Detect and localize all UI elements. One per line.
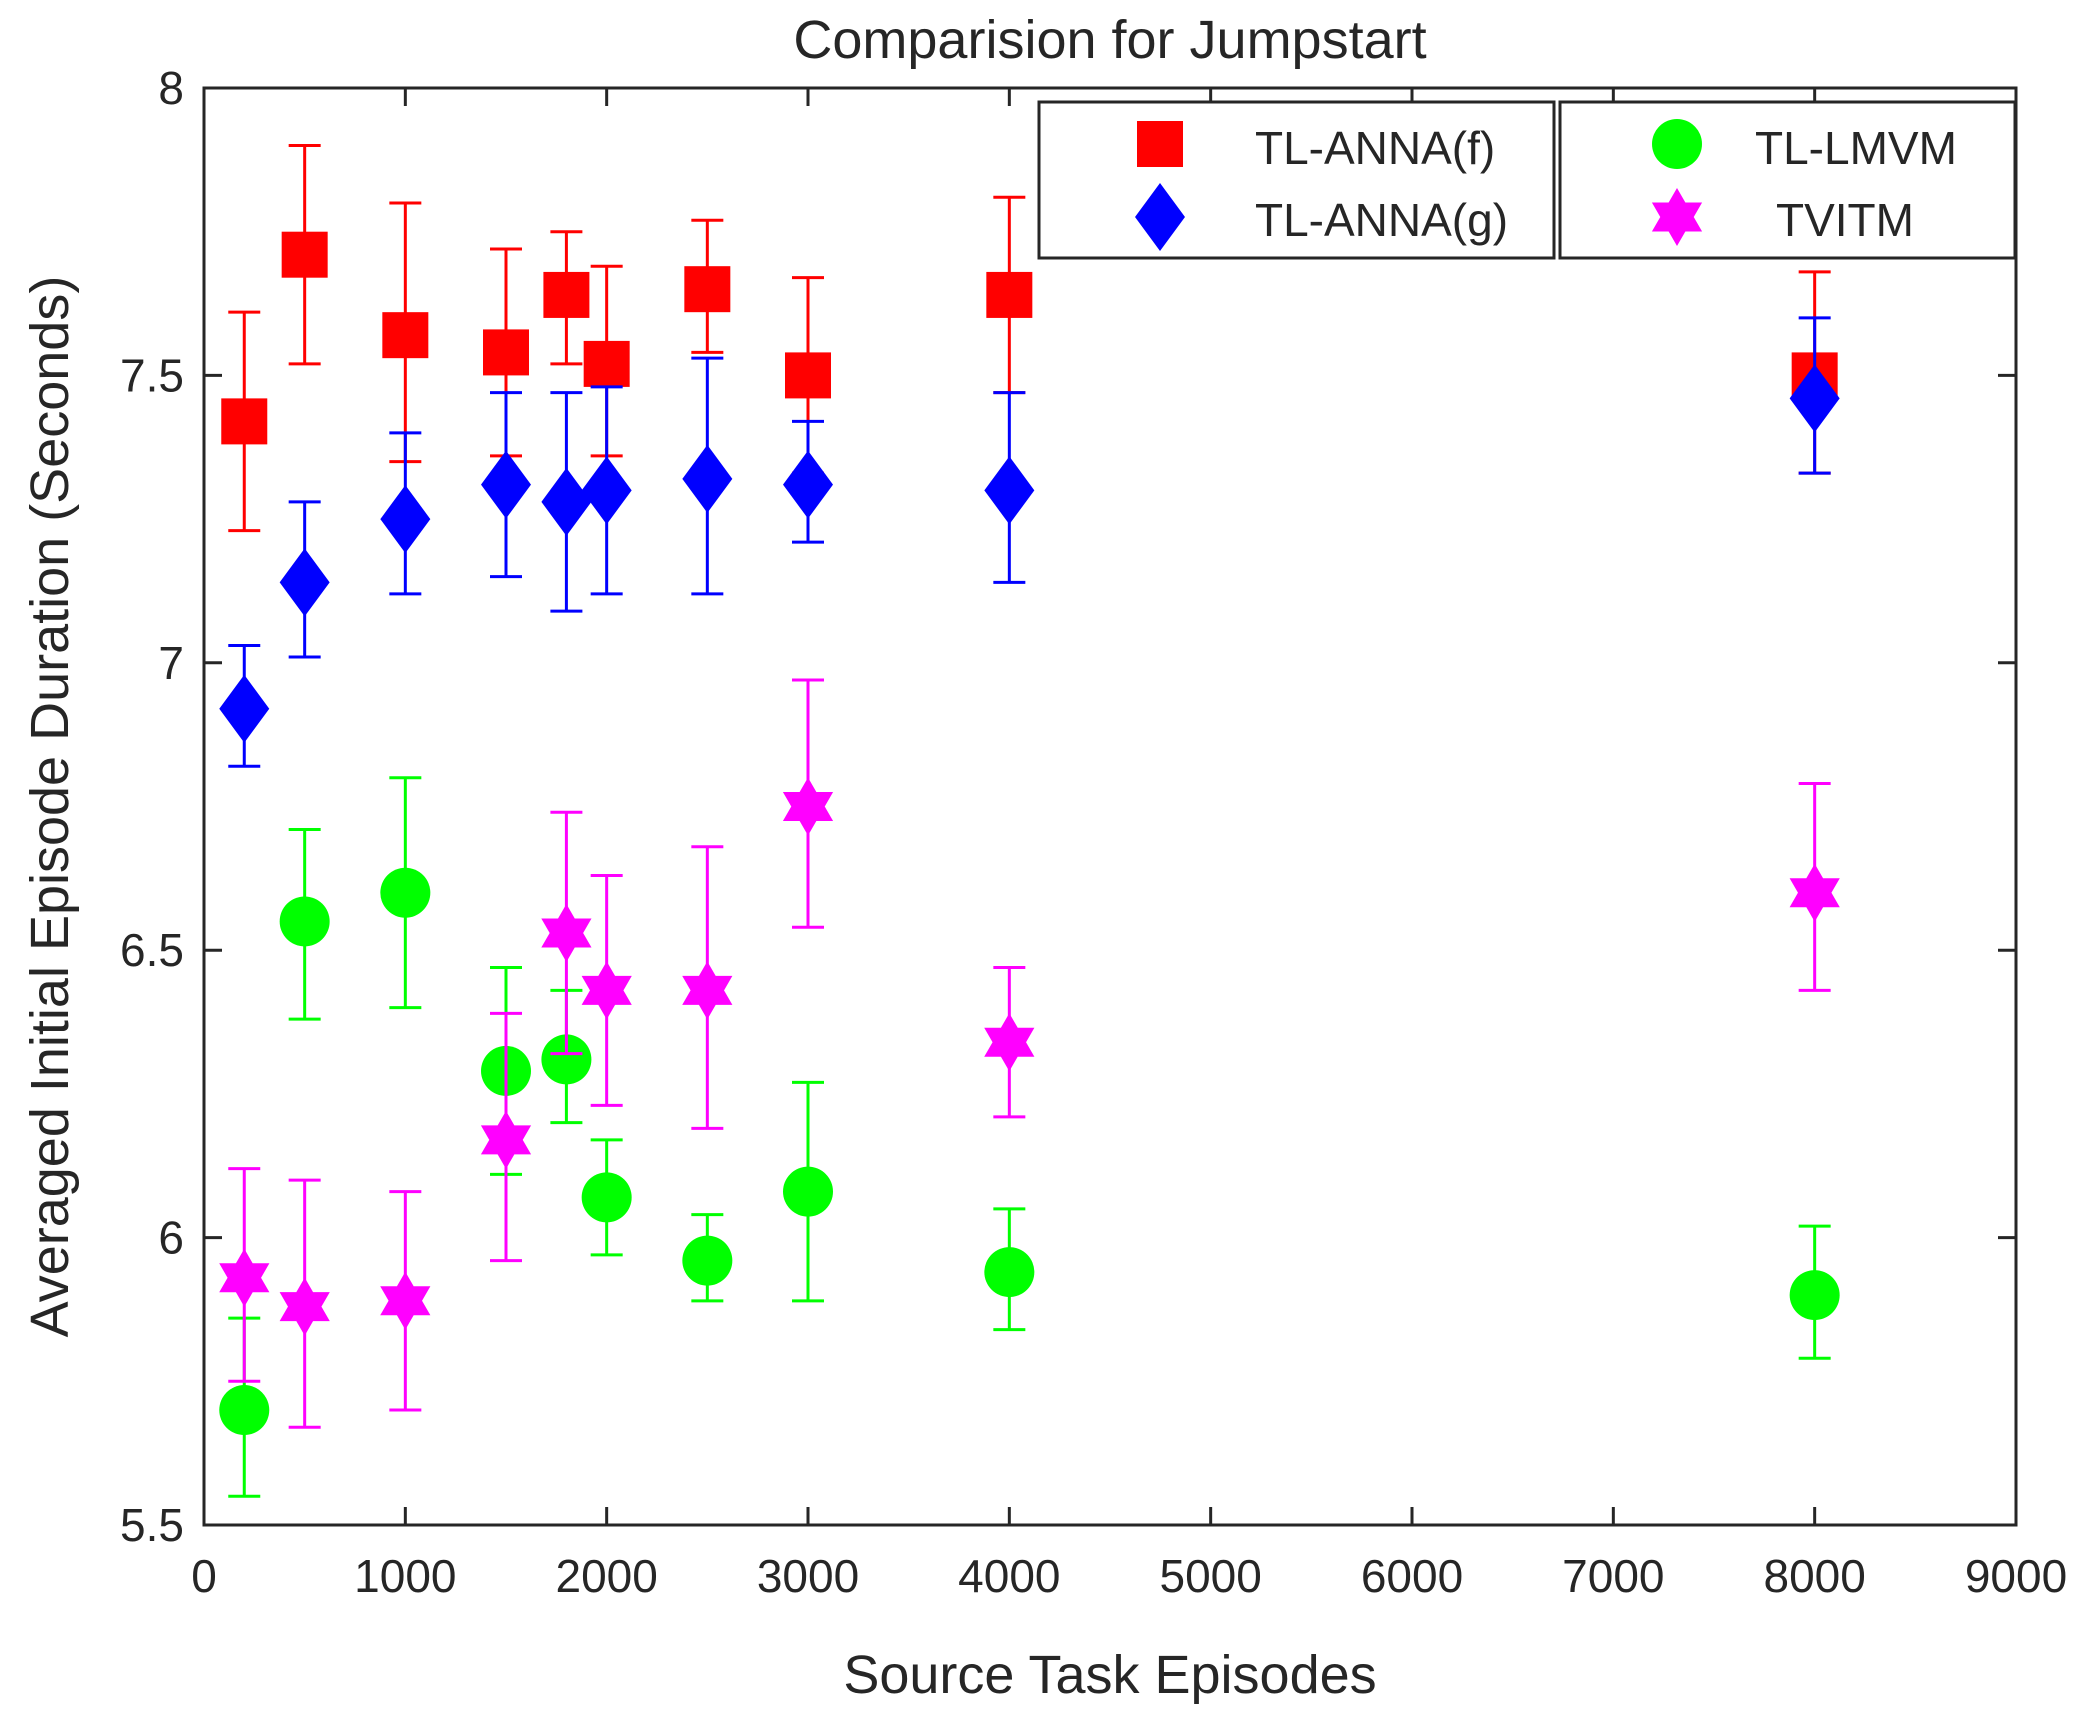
data-point (380, 867, 431, 918)
series-tvitm (219, 678, 1840, 1429)
x-axis-label: Source Task Episodes (843, 1645, 1376, 1705)
data-point (682, 444, 733, 513)
data-point (581, 1172, 632, 1223)
y-tick-label: 5.5 (120, 1499, 184, 1551)
data-point (583, 340, 630, 387)
legend-marker (1135, 183, 1185, 251)
y-tick-label: 7.5 (120, 349, 184, 401)
data-point (221, 398, 268, 445)
legend-marker (1652, 119, 1702, 169)
x-tick-label: 6000 (1361, 1550, 1463, 1602)
data-point (783, 450, 833, 519)
legend-box-left (1037, 100, 1556, 260)
x-tick-label: 7000 (1562, 1550, 1664, 1602)
data-point (380, 1271, 431, 1330)
data-point (483, 329, 529, 376)
data-point (1789, 863, 1840, 922)
data-point (281, 231, 328, 278)
y-tick-label: 6 (158, 1212, 184, 1264)
data-point (1789, 364, 1840, 433)
x-tick-label: 2000 (555, 1550, 657, 1602)
data-point (785, 352, 831, 399)
data-point (541, 467, 592, 536)
data-point (682, 961, 733, 1020)
legend-marker (1137, 121, 1183, 167)
data-point (219, 1248, 270, 1307)
data-point (279, 1277, 330, 1336)
y-axis-ticks: 5.5 6 6.5 7 7.5 8 (120, 62, 2016, 1551)
data-point (541, 1034, 592, 1085)
data-point (984, 1247, 1035, 1298)
data-point (279, 896, 330, 947)
data-point (684, 266, 731, 313)
legend-label-tl-anna-g: TL-ANNA(g) (1255, 194, 1508, 246)
data-point (481, 450, 531, 519)
legend-marker (1651, 188, 1703, 246)
x-axis-ticks: 0 1000 2000 3000 4000 5000 6000 7000 8000 9000 (191, 88, 2067, 1602)
x-tick-label: 4000 (958, 1550, 1060, 1602)
data-point (382, 312, 429, 359)
data-point (1789, 1270, 1840, 1321)
x-tick-label: 5000 (1159, 1550, 1261, 1602)
data-point (380, 485, 431, 554)
x-tick-label: 9000 (1965, 1550, 2067, 1602)
x-tick-label: 0 (191, 1550, 217, 1602)
data-point (219, 1385, 270, 1436)
chart-title: Comparision for Jumpstart (793, 10, 1426, 70)
x-tick-label: 1000 (354, 1550, 456, 1602)
y-tick-label: 6.5 (120, 924, 184, 976)
y-tick-label: 8 (158, 62, 184, 114)
data-point (581, 456, 632, 525)
data-point (279, 548, 330, 617)
series-tl-anna-g (219, 316, 1840, 768)
plot-area-frame (202, 86, 2018, 1527)
legend-markers (1135, 119, 1703, 251)
legend-label-tvitm: TVITM (1776, 194, 1914, 246)
legend-box-right (1558, 100, 2017, 260)
data-point (984, 1013, 1035, 1072)
data-point (219, 674, 270, 743)
data-point (984, 456, 1035, 525)
data-point (480, 1110, 532, 1169)
data-series (219, 143, 1840, 1498)
legend-label-tl-lmvm: TL-LMVM (1755, 122, 1957, 174)
x-tick-label: 8000 (1763, 1550, 1865, 1602)
data-point (541, 904, 592, 962)
x-tick-label: 3000 (757, 1550, 859, 1602)
y-axis-label: Averaged Initial Episode Duration (Secon… (20, 276, 80, 1338)
data-point (543, 271, 590, 318)
data-point (986, 271, 1033, 318)
data-point (783, 1166, 833, 1217)
series-tl-lmvm (219, 776, 1840, 1498)
data-point (682, 1235, 733, 1286)
data-point (782, 777, 834, 836)
data-point (581, 961, 632, 1020)
legend: TL-ANNA(f) TL-ANNA(g) TL-LMVM TVITM (1037, 100, 2017, 260)
legend-label-tl-anna-f: TL-ANNA(f) (1255, 122, 1495, 174)
y-tick-label: 7 (158, 637, 184, 689)
